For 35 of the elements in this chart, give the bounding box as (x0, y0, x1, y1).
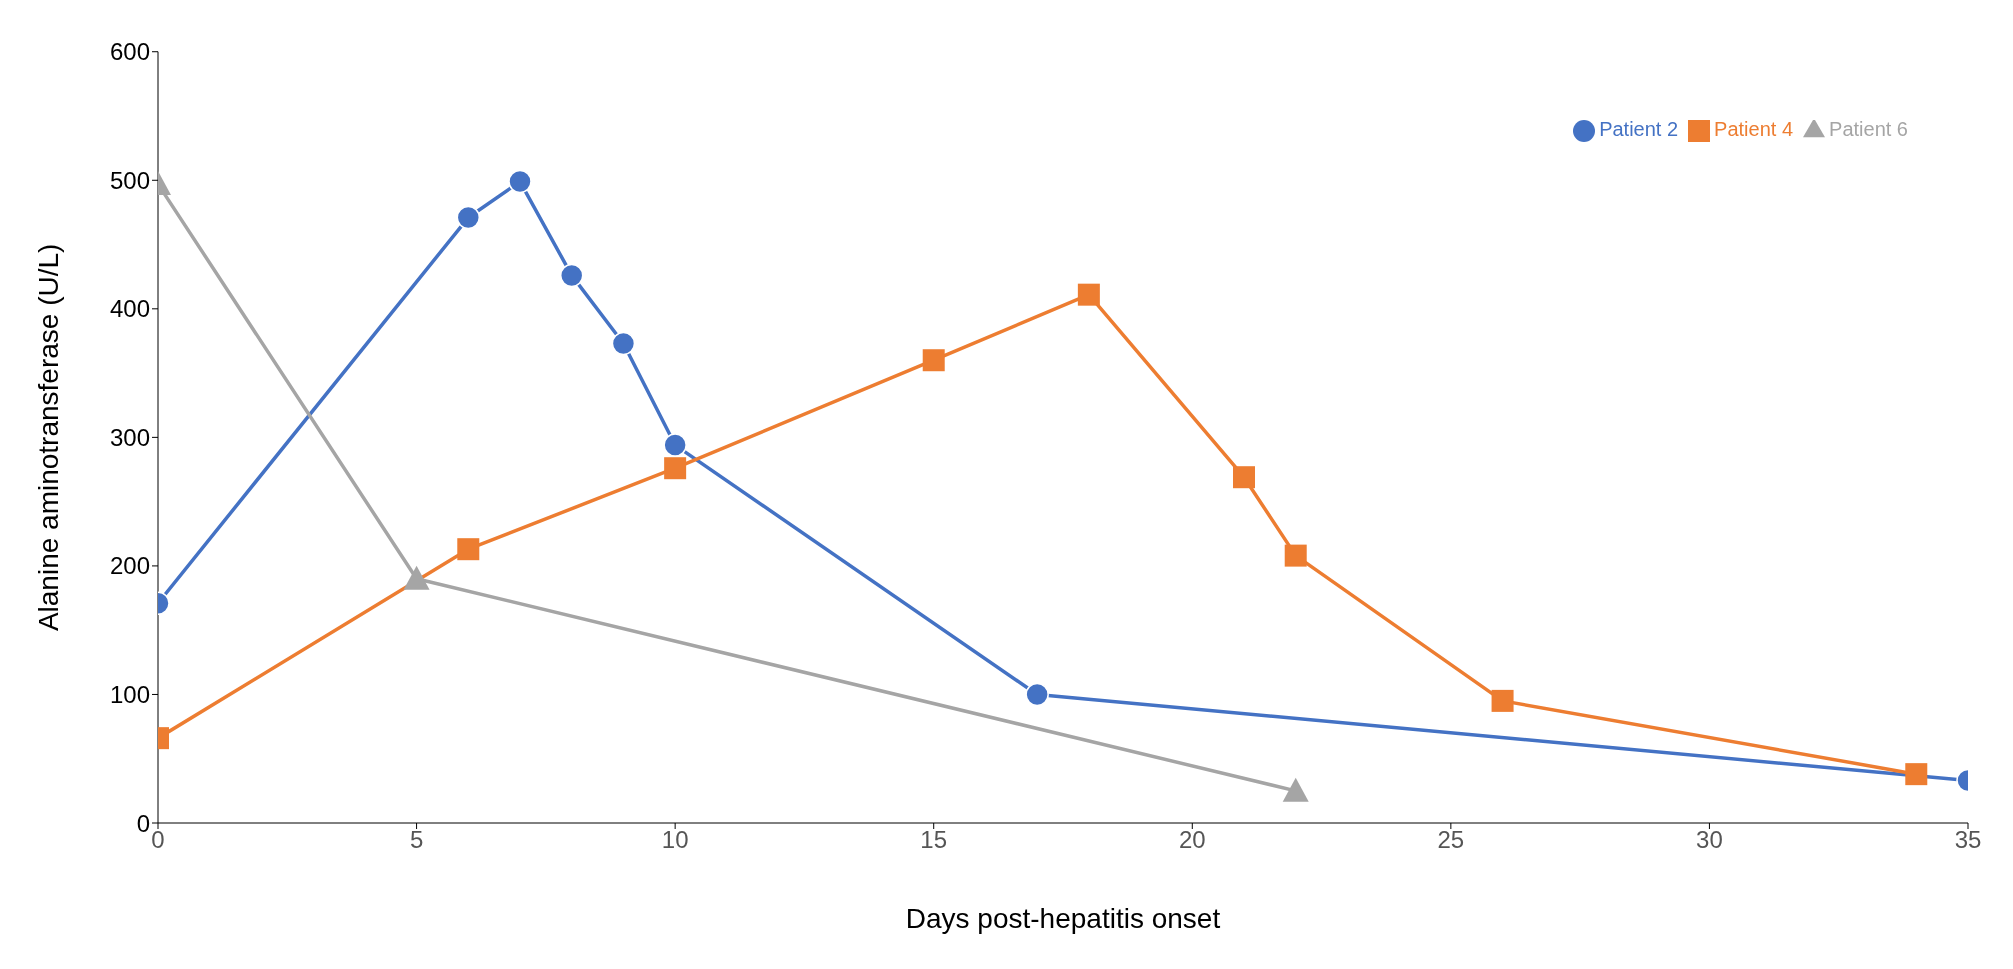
y-tick-label: 500 (109, 166, 150, 194)
point (1284, 544, 1307, 567)
legend-label: Patient 4 (1714, 118, 1794, 140)
y-tick-label: 400 (109, 295, 150, 323)
point (1282, 777, 1309, 802)
legend-label: Patient 6 (1829, 118, 1908, 140)
point (403, 565, 430, 590)
x-tick-label: 25 (1437, 826, 1465, 854)
point (1077, 283, 1100, 306)
point (1491, 689, 1514, 712)
point (664, 457, 687, 480)
point (922, 349, 945, 372)
point (663, 433, 687, 457)
point (559, 263, 584, 288)
x-tick-label: 10 (661, 826, 689, 854)
y-tick-label: 300 (109, 423, 150, 451)
point (611, 331, 636, 356)
x-tick-label: 20 (1178, 826, 1206, 854)
legend-label: Patient 2 (1599, 118, 1679, 140)
point (508, 169, 532, 194)
point (1905, 763, 1928, 786)
y-tick-label: 0 (136, 809, 150, 837)
x-tick-label: 15 (920, 826, 948, 854)
y-tick-label: 600 (109, 38, 150, 66)
x-axis-title: Days post-hepatitis onset (905, 903, 1221, 934)
point (1025, 682, 1049, 707)
x-tick-label: 35 (1954, 826, 1982, 854)
point (1233, 466, 1255, 489)
point (457, 538, 480, 561)
point (456, 205, 481, 230)
y-tick-label: 200 (109, 552, 150, 580)
x-tick-label: 5 (409, 826, 424, 854)
y-axis-title: Alanine aminotransferase (U/L) (32, 243, 64, 632)
y-tick-label: 100 (109, 680, 150, 708)
x-tick-label: 30 (1696, 826, 1723, 854)
